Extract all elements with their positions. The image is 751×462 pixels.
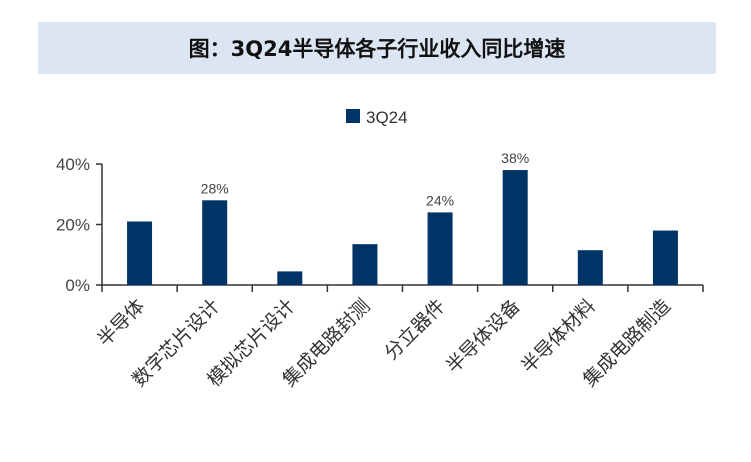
data-label: 24%: [426, 192, 454, 208]
y-tick-label: 40%: [56, 155, 90, 174]
legend: 3Q24: [346, 108, 408, 127]
category-label: 半导体: [93, 295, 149, 351]
data-label: 28%: [201, 180, 229, 196]
bar: [502, 170, 528, 285]
category-label: 半导体材料: [517, 295, 600, 378]
y-tick-label: 20%: [56, 216, 90, 235]
legend-label-3q24: 3Q24: [366, 108, 408, 127]
bar: [577, 250, 603, 285]
bar: [427, 212, 453, 285]
bar: [352, 244, 378, 285]
category-label: 分立器件: [380, 295, 449, 364]
data-label: 38%: [501, 150, 529, 166]
bar: [652, 230, 678, 285]
title-band: 图：3Q24半导体各子行业收入同比增速: [38, 22, 716, 74]
legend-swatch-3q24: [346, 109, 360, 123]
bar: [277, 271, 303, 285]
bar: [202, 200, 228, 285]
chart-title: 图：3Q24半导体各子行业收入同比增速: [188, 37, 566, 61]
bar: [127, 221, 153, 285]
category-label: 半导体设备: [442, 295, 525, 378]
y-tick-label: 0%: [65, 276, 90, 295]
